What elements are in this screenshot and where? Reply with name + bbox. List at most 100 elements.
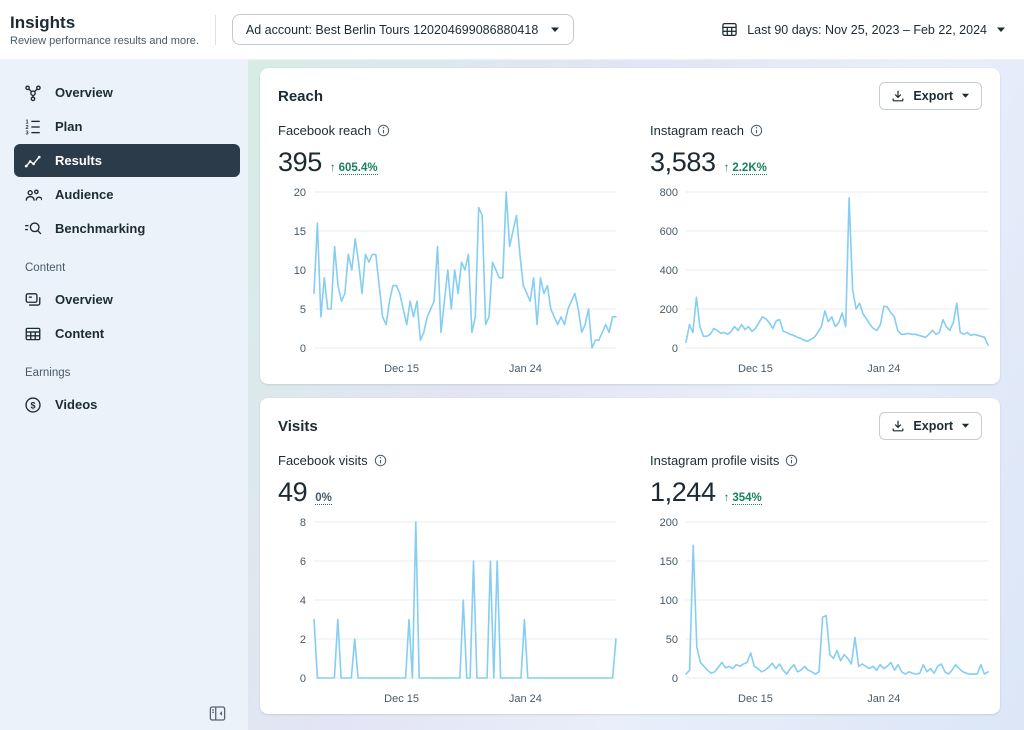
metric-value: 49 [278, 477, 308, 507]
date-range-selector[interactable]: Last 90 days: Nov 25, 2023 – Feb 22, 202… [721, 21, 1006, 38]
stacked-posts-icon [24, 291, 42, 309]
svg-text:Dec 15: Dec 15 [384, 363, 419, 375]
facebook-reach-metric: Facebook reach 395 ↑ 605.4% [278, 123, 622, 380]
svg-text:20: 20 [294, 187, 306, 199]
svg-text:Jan 24: Jan 24 [509, 363, 542, 375]
sidebar-item-overview[interactable]: Overview [14, 76, 240, 109]
svg-text:2: 2 [25, 125, 28, 131]
export-label: Export [913, 419, 953, 433]
card-title: Visits [278, 417, 318, 435]
trend-percentage[interactable]: 354% [732, 491, 762, 505]
metric-trend: ↑ 2.2K% [724, 162, 767, 175]
sidebar-item-label: Content [55, 326, 105, 341]
line-chart-icon [24, 152, 42, 170]
ad-account-label: Ad account: Best Berlin Tours 1202046990… [245, 22, 539, 37]
visits-card: Visits Export [260, 398, 1000, 714]
sidebar-section-content: Content [25, 262, 66, 274]
svg-text:100: 100 [660, 595, 678, 607]
page-subtitle: Review performance results and more. [10, 34, 199, 47]
svg-text:200: 200 [660, 517, 678, 529]
metric-value: 395 [278, 147, 322, 177]
trend-percentage[interactable]: 2.2K% [732, 161, 767, 175]
metric-value: 1,244 [650, 477, 716, 507]
svg-text:3: 3 [25, 130, 28, 135]
svg-text:8: 8 [300, 517, 306, 529]
info-icon[interactable] [785, 454, 798, 467]
instagram-reach-chart: 0 200 400 600 800 Dec 15 Jan 24 [650, 182, 994, 380]
svg-text:4: 4 [300, 595, 306, 607]
svg-text:2: 2 [300, 634, 306, 646]
metric-trend: ↑ 605.4% [330, 162, 378, 175]
svg-text:400: 400 [660, 265, 678, 277]
sidebar-item-results[interactable]: Results [14, 144, 240, 177]
metric-trend: ↑ 354% [724, 492, 762, 505]
svg-text:Dec 15: Dec 15 [738, 693, 773, 705]
download-icon [891, 419, 905, 433]
svg-text:Dec 15: Dec 15 [384, 693, 419, 705]
ad-account-dropdown[interactable]: Ad account: Best Berlin Tours 1202046990… [231, 14, 575, 45]
svg-text:6: 6 [300, 556, 306, 568]
svg-text:800: 800 [660, 187, 678, 199]
chevron-down-icon [550, 27, 560, 33]
info-icon[interactable] [377, 124, 390, 137]
svg-text:Dec 15: Dec 15 [738, 363, 773, 375]
chevron-down-icon [996, 27, 1006, 33]
sidebar-item-label: Overview [55, 292, 113, 307]
sidebar-item-content[interactable]: Content [14, 317, 240, 350]
instagram-reach-metric: Instagram reach 3,583 ↑ 2.2K% [650, 123, 994, 380]
svg-text:200: 200 [660, 304, 678, 316]
chevron-down-icon [961, 93, 970, 99]
svg-text:10: 10 [294, 265, 306, 277]
instagram-profile-visits-metric: Instagram profile visits 1,244 ↑ 354% [650, 453, 994, 710]
nodes-icon [24, 84, 42, 102]
metric-label: Facebook reach [278, 123, 372, 138]
instagram-profile-visits-chart: 0 50 100 150 200 Dec 15 Jan 24 [650, 512, 994, 710]
sidebar-item-content-overview[interactable]: Overview [14, 283, 240, 316]
sidebar-item-label: Plan [55, 119, 83, 134]
sidebar-item-benchmarking[interactable]: Benchmarking [14, 212, 240, 245]
metric-trend: 0% [315, 492, 332, 505]
up-arrow-icon: ↑ [723, 492, 730, 504]
header-divider [214, 14, 216, 45]
facebook-visits-chart: 0 2 4 6 8 Dec 15 Jan 24 [278, 512, 622, 710]
svg-text:Jan 24: Jan 24 [509, 693, 542, 705]
download-icon [891, 89, 905, 103]
up-arrow-icon: ↑ [723, 162, 730, 174]
trend-percentage[interactable]: 0% [315, 492, 332, 505]
people-icon [24, 186, 42, 204]
svg-text:0: 0 [672, 673, 678, 685]
info-icon[interactable] [374, 454, 387, 467]
export-label: Export [913, 89, 953, 103]
svg-text:Jan 24: Jan 24 [867, 693, 900, 705]
trend-percentage[interactable]: 605.4% [338, 161, 378, 175]
collapse-sidebar-button[interactable] [207, 704, 228, 725]
svg-text:15: 15 [294, 226, 306, 238]
svg-text:50: 50 [666, 634, 678, 646]
sidebar-item-label: Overview [55, 85, 113, 100]
svg-text:0: 0 [300, 673, 306, 685]
sidebar-item-label: Results [55, 153, 102, 168]
svg-text:600: 600 [660, 226, 678, 238]
top-header: Insights Review performance results and … [0, 0, 1024, 60]
info-icon[interactable] [750, 124, 763, 137]
metric-label: Instagram reach [650, 123, 744, 138]
sidebar-item-audience[interactable]: Audience [14, 178, 240, 211]
metric-label: Facebook visits [278, 453, 368, 468]
sidebar-section-earnings: Earnings [25, 367, 71, 379]
date-range-label: Last 90 days: Nov 25, 2023 – Feb 22, 202… [747, 22, 987, 37]
export-button[interactable]: Export [879, 82, 982, 110]
collapse-sidebar-icon [208, 706, 227, 726]
metric-value: 3,583 [650, 147, 716, 177]
svg-text:Jan 24: Jan 24 [867, 363, 900, 375]
svg-text:0: 0 [672, 343, 678, 355]
calendar-icon [721, 21, 738, 38]
up-arrow-icon: ↑ [329, 162, 336, 174]
sidebar-item-label: Audience [55, 187, 114, 202]
sidebar-item-videos[interactable]: $ Videos [14, 388, 240, 421]
export-button[interactable]: Export [879, 412, 982, 440]
main-content: Reach Export [248, 60, 1024, 730]
